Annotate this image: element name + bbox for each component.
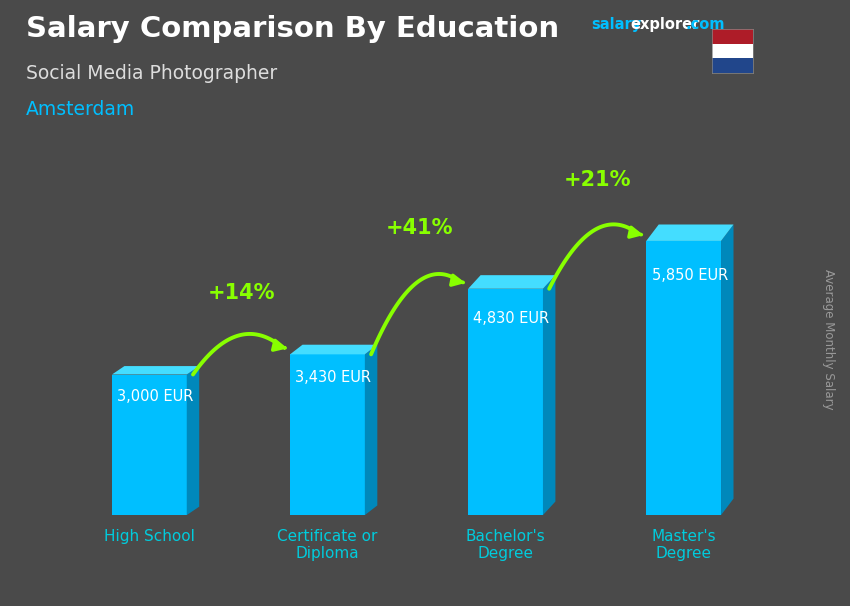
Bar (712, 44, 753, 58)
Text: 3,000 EUR: 3,000 EUR (117, 388, 194, 404)
Text: 5,850 EUR: 5,850 EUR (652, 268, 728, 284)
Polygon shape (112, 366, 199, 375)
Polygon shape (468, 275, 555, 288)
Text: +14%: +14% (207, 284, 275, 304)
Polygon shape (112, 375, 187, 515)
Text: 4,830 EUR: 4,830 EUR (473, 311, 550, 327)
Text: 3,430 EUR: 3,430 EUR (296, 370, 371, 385)
Text: Social Media Photographer: Social Media Photographer (26, 64, 277, 82)
Polygon shape (646, 241, 721, 515)
Text: explorer: explorer (631, 17, 700, 32)
Bar (712, 29, 753, 44)
Polygon shape (721, 224, 734, 515)
Polygon shape (365, 345, 377, 515)
Polygon shape (468, 288, 543, 515)
Polygon shape (646, 224, 734, 241)
Text: Salary Comparison By Education: Salary Comparison By Education (26, 15, 558, 43)
Text: salary: salary (591, 17, 641, 32)
Polygon shape (290, 355, 365, 515)
Polygon shape (290, 345, 377, 355)
Polygon shape (187, 366, 199, 515)
Text: +41%: +41% (386, 218, 453, 238)
Text: +21%: +21% (564, 170, 632, 190)
Text: .com: .com (685, 17, 724, 32)
Text: Average Monthly Salary: Average Monthly Salary (822, 269, 836, 410)
Text: Amsterdam: Amsterdam (26, 100, 135, 119)
Polygon shape (543, 275, 555, 515)
Bar (712, 58, 753, 73)
